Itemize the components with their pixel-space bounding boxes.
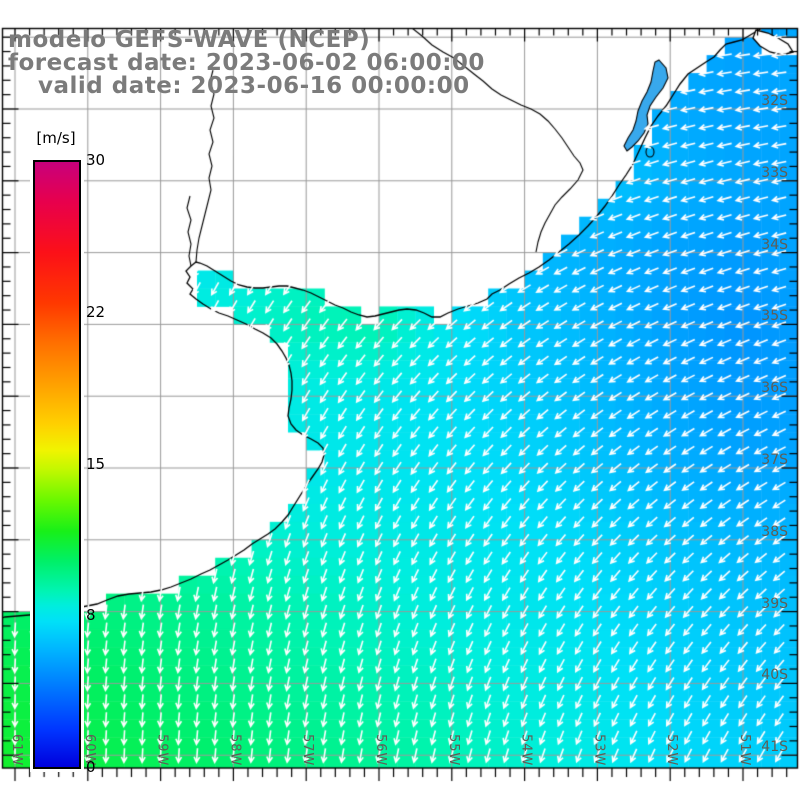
lat-tick-label-32S: 32S <box>761 93 788 109</box>
valid-date: valid date: 2023-06-16 00:00:00 <box>38 73 470 99</box>
lat-tick-label-36S: 36S <box>761 380 788 397</box>
colorbar-tick-label-8: 8 <box>86 606 96 625</box>
model-title: modelo GEFS-WAVE (NCEP) <box>8 27 371 53</box>
colorbar-tick-label-30: 30 <box>86 151 106 169</box>
lon-tick-label-54W: 54W <box>518 734 534 767</box>
lat-tick-label-37S: 37S <box>761 452 788 468</box>
lon-tick-label-51W: 51W <box>737 734 752 767</box>
lat-tick-label-41S: 41S <box>761 739 788 756</box>
lon-tick-label-52W: 52W <box>664 734 680 767</box>
lon-tick-label-57W: 57W <box>300 734 316 767</box>
colorbar-tick-label-15: 15 <box>86 454 106 473</box>
lat-tick-label-35S: 35S <box>761 308 788 325</box>
lon-tick-label-60W: 60W <box>81 734 97 767</box>
lat-tick-label-38S: 38S <box>761 523 788 540</box>
lat-tick-label-40S: 40S <box>761 667 788 684</box>
colorbar-tick-label-0: 0 <box>86 758 96 776</box>
lat-tick-label-39S: 39S <box>761 595 788 612</box>
lon-tick-label-61W: 61W <box>9 734 24 767</box>
lat-tick-label-33S: 33S <box>761 164 788 181</box>
colorbar-unit-label: [m/s] <box>26 129 86 147</box>
lon-tick-label-59W: 59W <box>154 734 170 767</box>
lat-tick-label-34S: 34S <box>761 236 788 253</box>
lon-tick-label-58W: 58W <box>227 734 243 767</box>
colorbar <box>30 157 84 772</box>
lon-tick-label-56W: 56W <box>373 734 388 767</box>
forecast-date: forecast date: 2023-06-02 06:00:00 <box>8 50 485 76</box>
lon-tick-label-55W: 55W <box>445 734 461 767</box>
lon-tick-label-53W: 53W <box>591 734 607 767</box>
colorbar-tick-label-22: 22 <box>86 302 106 321</box>
